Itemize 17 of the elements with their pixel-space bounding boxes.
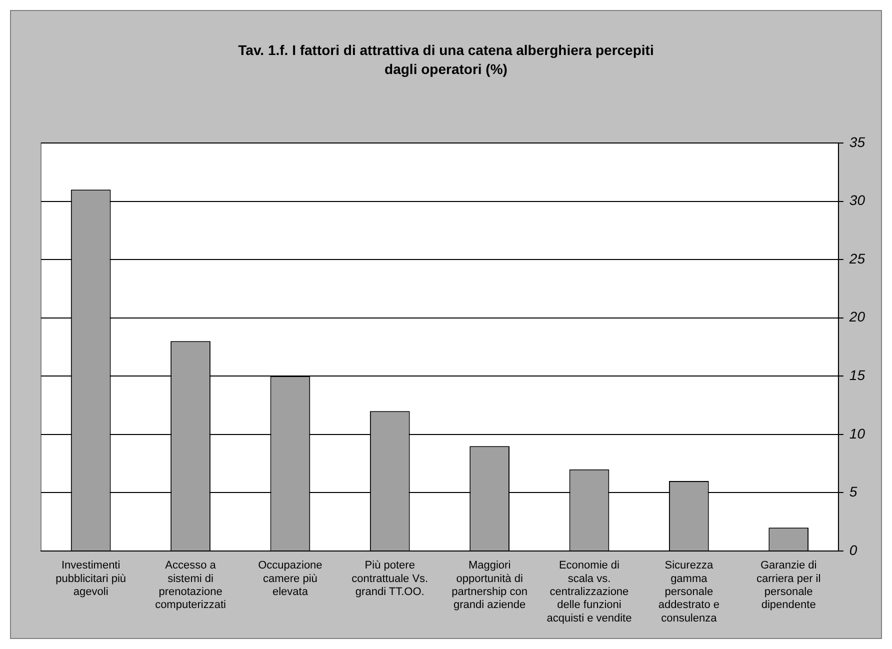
y-tick-label: 25 (848, 250, 866, 266)
y-tick-label: 15 (849, 367, 866, 384)
x-tick-label: Garanzie di carriera per il personale dipendente (756, 560, 821, 612)
y-tick-label: 35 (849, 134, 866, 150)
x-tick-label: Maggiori opportunità di partnership con grandi aziende (452, 560, 528, 612)
x-tick-label: Più potere contrattuale Vs. grandi TT.OO. (352, 560, 428, 598)
y-tick-label: 5 (849, 484, 858, 500)
y-tick-label: 10 (849, 425, 866, 442)
x-tick-label: Sicurezza gamma personale addestrato e consulenza (658, 560, 720, 624)
x-tick-label: Occupazione camere più elevata (258, 560, 322, 598)
x-tick-label: Investimenti pubblicitari più agevoli (56, 560, 126, 598)
x-tick-label: Accesso a sistemi di prenotazione computerizzati (155, 560, 226, 612)
y-tick-label: 20 (848, 308, 866, 325)
y-tick-label: 0 (849, 542, 858, 558)
x-tick-label: Economie di scala vs. centralizzazione delle funzioni acquisti e vendite (546, 560, 632, 624)
chart-title: Tav. 1.f. I fattori di attrattiva di una catena alberghiera percepiti dagli operatori (%) (237, 41, 655, 79)
y-tick-label: 30 (849, 192, 866, 208)
